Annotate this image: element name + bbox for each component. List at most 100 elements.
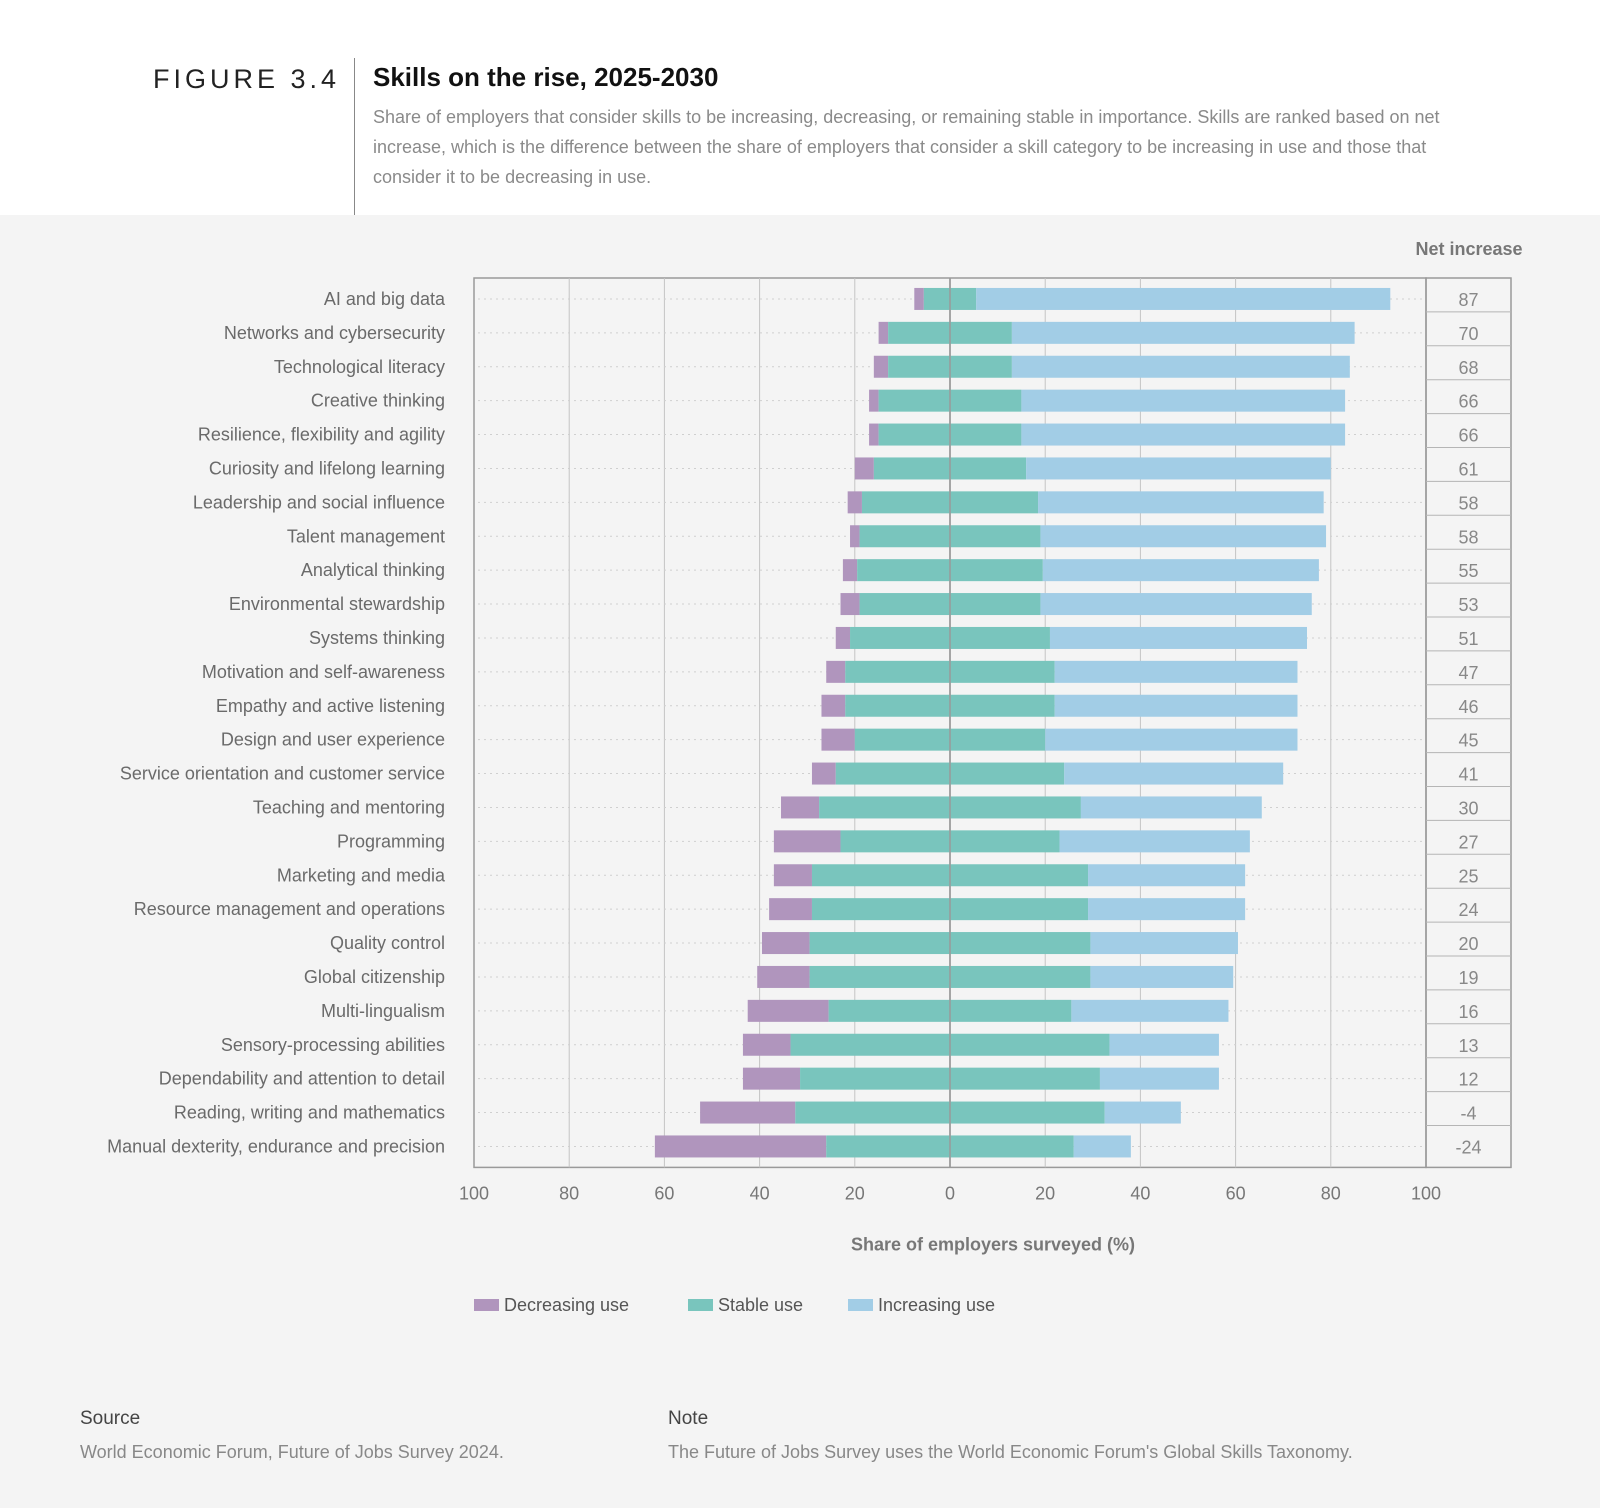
category-label: Marketing and media xyxy=(277,865,446,885)
bar-decreasing xyxy=(781,796,820,819)
bar-increasing xyxy=(976,287,1391,310)
x-tick-label: 40 xyxy=(1130,1183,1150,1203)
figure-header: FIGURE 3.4 Skills on the rise, 2025-2030… xyxy=(0,0,1600,215)
bar-decreasing xyxy=(914,287,924,310)
legend-swatch xyxy=(474,1299,499,1311)
bar-decreasing xyxy=(869,423,879,446)
header-divider xyxy=(354,58,355,215)
bar-decreasing xyxy=(835,626,851,649)
bar-increasing xyxy=(1064,762,1284,785)
category-label: Empathy and active listening xyxy=(216,696,445,716)
chart-title: Skills on the rise, 2025-2030 xyxy=(373,62,719,92)
category-label: Talent management xyxy=(287,526,445,546)
category-label: Global citizenship xyxy=(304,967,445,987)
x-tick-label: 80 xyxy=(559,1183,579,1203)
category-label: Motivation and self-awareness xyxy=(202,662,445,682)
bar-decreasing xyxy=(742,1033,791,1056)
net-increase-header: Net increase xyxy=(1415,239,1522,259)
legend-label: Increasing use xyxy=(878,1295,995,1315)
legend-swatch xyxy=(848,1299,873,1311)
net-increase-value: 27 xyxy=(1458,832,1478,852)
note-text: The Future of Jobs Survey uses the World… xyxy=(668,1442,1353,1462)
net-increase-value: 19 xyxy=(1458,968,1478,988)
net-increase-value: 13 xyxy=(1458,1036,1478,1056)
bar-decreasing xyxy=(700,1101,796,1124)
category-label: Resource management and operations xyxy=(134,899,445,919)
bar-increasing xyxy=(1104,1101,1181,1124)
category-label: Multi-lingualism xyxy=(321,1001,445,1021)
category-label: Programming xyxy=(337,831,445,851)
source-heading: Source xyxy=(80,1408,141,1429)
category-label: Service orientation and customer service xyxy=(120,764,445,784)
bar-decreasing xyxy=(811,762,836,785)
bar-decreasing xyxy=(773,864,812,887)
diverging-bar-chart: 100 80 60 40 20 0 20 40 60 80 100 Share of employer… xyxy=(107,239,1522,1315)
category-label: Creative thinking xyxy=(311,391,445,411)
x-tick-label: 40 xyxy=(750,1183,770,1203)
x-tick-label: 60 xyxy=(654,1183,674,1203)
x-tick-label: 20 xyxy=(1035,1183,1055,1203)
category-label: Environmental stewardship xyxy=(229,594,445,614)
bar-decreasing xyxy=(842,559,858,582)
category-label: Sensory-processing abilities xyxy=(221,1035,445,1055)
bar-increasing xyxy=(1071,999,1229,1022)
net-increase-value: 87 xyxy=(1458,290,1478,310)
net-increase-value: 68 xyxy=(1458,358,1478,378)
x-tick-label: 0 xyxy=(945,1183,955,1203)
bar-increasing xyxy=(1021,423,1346,446)
category-label: Teaching and mentoring xyxy=(253,797,445,817)
bar-increasing xyxy=(1040,593,1312,616)
bar-increasing xyxy=(1054,660,1298,683)
bar-decreasing xyxy=(873,355,889,378)
bar-decreasing xyxy=(769,898,812,921)
bar-increasing xyxy=(1054,694,1298,717)
bar-increasing xyxy=(1109,1033,1219,1056)
x-tick-label: 100 xyxy=(459,1183,489,1203)
bar-decreasing xyxy=(821,728,855,751)
net-increase-value: 24 xyxy=(1458,900,1478,920)
x-tick-label: 100 xyxy=(1411,1183,1441,1203)
category-label: Design and user experience xyxy=(221,730,445,750)
bar-decreasing xyxy=(821,694,846,717)
net-increase-value: 30 xyxy=(1458,798,1478,818)
net-increase-value: 12 xyxy=(1458,1070,1478,1090)
x-axis-label: Share of employers surveyed (%) xyxy=(851,1234,1135,1254)
net-increase-value: 16 xyxy=(1458,1002,1478,1022)
x-tick-label: 20 xyxy=(845,1183,865,1203)
source-text: World Economic Forum, Future of Jobs Sur… xyxy=(80,1442,504,1462)
net-increase-value: -4 xyxy=(1460,1104,1476,1124)
net-increase-value: 20 xyxy=(1458,934,1478,954)
legend-label: Stable use xyxy=(718,1295,803,1315)
bar-increasing xyxy=(1026,457,1331,480)
bar-increasing xyxy=(1090,932,1238,955)
category-label: Dependability and attention to detail xyxy=(159,1069,445,1089)
bar-increasing xyxy=(1080,796,1262,819)
category-label: AI and big data xyxy=(324,289,446,309)
bar-increasing xyxy=(1045,728,1298,751)
category-label: Technological literacy xyxy=(274,357,445,377)
bar-decreasing xyxy=(850,525,860,548)
category-label: Reading, writing and mathematics xyxy=(174,1103,445,1123)
net-increase-value: 66 xyxy=(1458,392,1478,412)
category-label: Networks and cybersecurity xyxy=(224,323,445,343)
bar-increasing xyxy=(1011,355,1350,378)
bar-increasing xyxy=(1088,864,1246,887)
net-increase-value: 41 xyxy=(1458,765,1478,785)
bar-decreasing xyxy=(826,660,846,683)
category-label: Quality control xyxy=(330,933,445,953)
category-label: Analytical thinking xyxy=(301,560,445,580)
net-increase-value: -24 xyxy=(1455,1137,1481,1157)
net-increase-value: 66 xyxy=(1458,426,1478,446)
bar-increasing xyxy=(1073,1135,1131,1158)
bar-decreasing xyxy=(847,491,862,514)
net-increase-value: 58 xyxy=(1458,527,1478,547)
bar-decreasing xyxy=(757,965,810,988)
bar-decreasing xyxy=(878,321,889,344)
bar-increasing xyxy=(1090,965,1234,988)
figure-label: FIGURE 3.4 xyxy=(153,64,341,94)
net-increase-value: 51 xyxy=(1458,629,1478,649)
net-increase-value: 53 xyxy=(1458,595,1478,615)
net-increase-value: 25 xyxy=(1458,866,1478,886)
category-label: Leadership and social influence xyxy=(193,492,445,512)
x-tick-label: 60 xyxy=(1226,1183,1246,1203)
